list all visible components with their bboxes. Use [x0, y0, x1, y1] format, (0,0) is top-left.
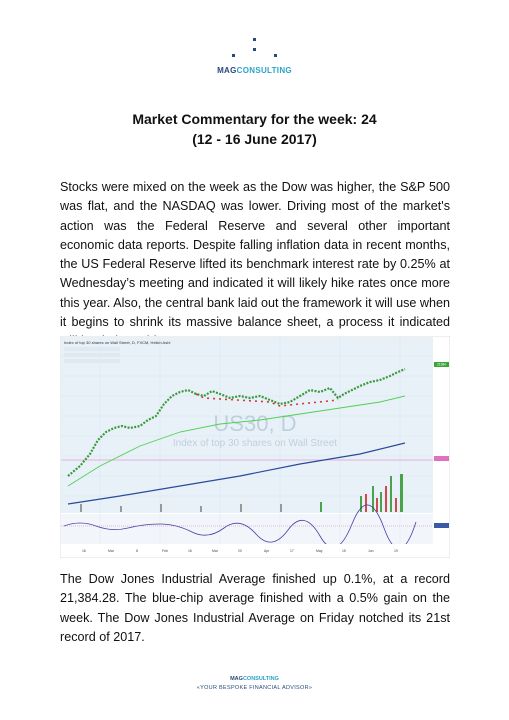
chart-x-tick: 17 [290, 549, 294, 553]
commentary-paragraph-1: Stocks were mixed on the week as the Dow… [60, 180, 450, 348]
page-title: Market Commentary for the week: 24 [132, 111, 377, 127]
chart-x-tick: Feb [162, 549, 168, 553]
chart-x-tick: Apr [264, 549, 270, 553]
us30-price-chart: Index of top 30 shares on Wall Street, D… [60, 336, 450, 558]
chart-x-tick: Mar [212, 549, 219, 553]
chart-x-tick: Mar [108, 549, 115, 553]
chart-last-price-label: 21384 [437, 363, 446, 367]
commentary-paragraph-2: The Dow Jones Industrial Average finishe… [60, 572, 450, 644]
logo-dots-icon [0, 38, 509, 60]
chart-x-tick: 16 [82, 549, 86, 553]
chart-x-tick: 15 [342, 549, 346, 553]
chart-watermark-desc: Index of top 30 shares on Wall Street [173, 438, 337, 449]
chart-x-tick: 8 [136, 549, 138, 553]
chart-x-tick: 16 [188, 549, 192, 553]
chart-x-tick: 19 [394, 549, 398, 553]
footer-tagline: «YOUR BESPOKE FINANCIAL ADVISOR» [196, 685, 313, 691]
logo-wordmark: MAGCONSULTING [217, 66, 292, 75]
header-logo [0, 38, 509, 60]
chart-header: Index of top 30 shares on Wall Street, D… [64, 340, 170, 345]
chart-x-tick: 20 [238, 549, 242, 553]
page-subtitle: (12 - 16 June 2017) [192, 131, 317, 147]
footer-wordmark: MAGCONSULTING [230, 676, 279, 682]
chart-x-tick: Jun [368, 549, 374, 553]
chart-x-tick: May [316, 549, 323, 553]
